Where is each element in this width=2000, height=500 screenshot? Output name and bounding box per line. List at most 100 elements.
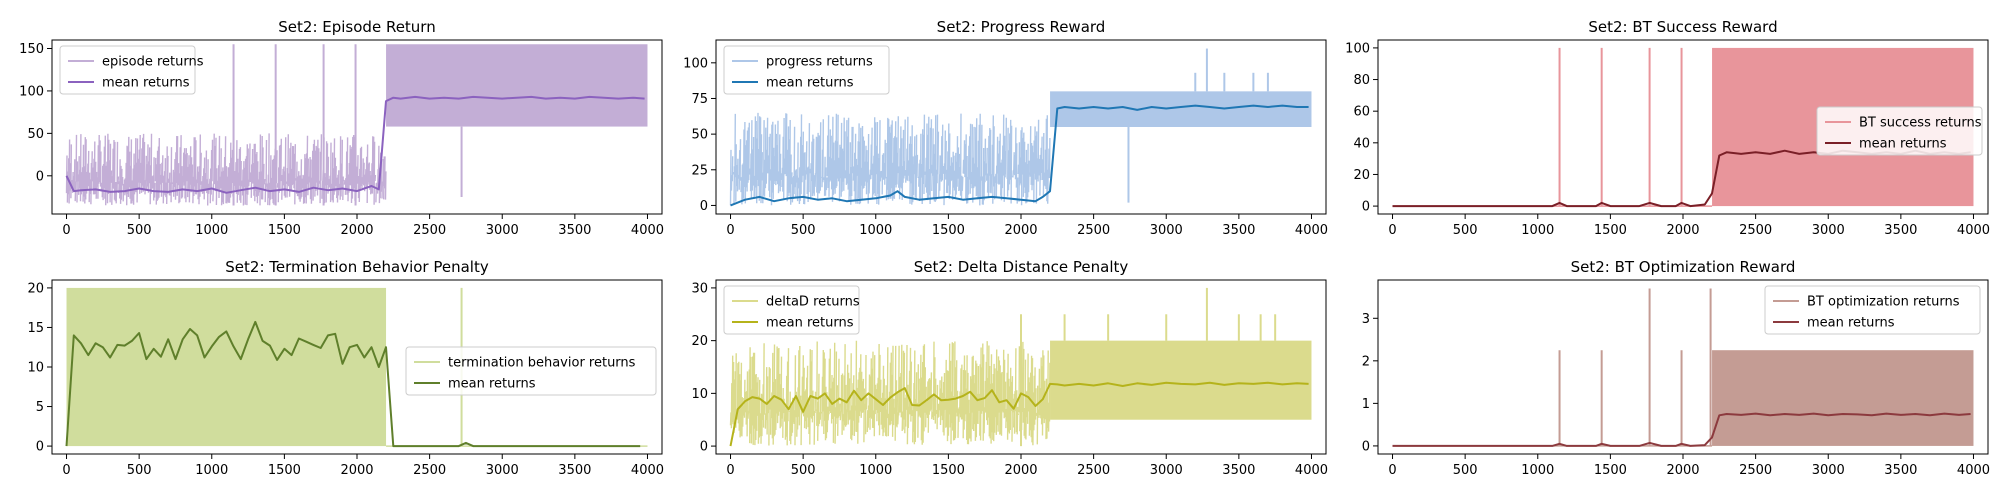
plot-area (729, 48, 1312, 207)
x-tick-label: 2500 (1739, 223, 1772, 238)
x-tick-label: 2000 (340, 463, 373, 478)
y-tick-label: 0 (1362, 200, 1370, 215)
x-tick-label: 1500 (1594, 223, 1627, 238)
y-tick-label: 60 (1353, 105, 1370, 120)
legend-label: mean returns (766, 76, 854, 91)
y-tick-label: 15 (27, 321, 44, 336)
x-tick-label: 2500 (1077, 223, 1110, 238)
legend-label: mean returns (102, 76, 190, 91)
y-tick-label: 0 (36, 440, 44, 455)
legend-label: episode returns (102, 55, 204, 70)
raw-band-post (386, 44, 648, 127)
y-tick-label: 0 (700, 199, 708, 214)
y-tick-label: 3 (1362, 312, 1370, 327)
x-tick-label: 3500 (1222, 463, 1255, 478)
raw-band-pre (66, 287, 387, 447)
x-tick-label: 0 (62, 223, 70, 238)
x-tick-label: 4000 (1957, 223, 1990, 238)
legend-box (1816, 106, 1983, 156)
plot-area (65, 44, 648, 206)
x-tick-label: 2500 (413, 463, 446, 478)
y-tick-label: 0 (36, 169, 44, 184)
subplot-title: Set2: Delta Distance Penalty (914, 258, 1129, 276)
y-tick-label: 150 (19, 42, 44, 57)
x-tick-label: 1000 (859, 223, 892, 238)
y-tick-label: 100 (683, 56, 708, 71)
x-tick-label: 0 (1388, 223, 1396, 238)
legend-label: mean returns (1807, 316, 1895, 331)
x-tick-label: 3000 (1150, 463, 1183, 478)
y-tick-label: 50 (691, 128, 708, 143)
y-tick-label: 1 (1362, 397, 1370, 412)
raw-series-pre (729, 340, 1051, 446)
x-tick-label: 1500 (932, 463, 965, 478)
raw-band-post (1050, 340, 1312, 420)
x-tick-label: 1500 (932, 223, 965, 238)
legend: BT success returns mean returns (1816, 106, 1983, 156)
x-tick-label: 0 (62, 463, 70, 478)
legend-label: progress returns (766, 55, 873, 70)
x-tick-label: 3000 (1812, 223, 1845, 238)
x-tick-label: 3500 (558, 463, 591, 478)
y-tick-label: 20 (27, 281, 44, 296)
legend-label: BT optimization returns (1807, 295, 1960, 310)
plot-area (729, 287, 1312, 447)
y-tick-label: 0 (1362, 439, 1370, 454)
mean-series-line (729, 381, 1309, 447)
x-tick-label: 3000 (1150, 223, 1183, 238)
x-tick-label: 1500 (268, 463, 301, 478)
y-tick-label: 10 (27, 361, 44, 376)
mean-series-line (65, 320, 641, 448)
x-tick-label: 3000 (1812, 463, 1845, 478)
x-tick-label: 500 (1453, 463, 1478, 478)
legend-label: mean returns (448, 377, 536, 392)
raw-series-pre (65, 133, 387, 206)
x-tick-label: 1000 (1521, 223, 1554, 238)
x-tick-label: 1000 (195, 463, 228, 478)
x-tick-label: 3000 (486, 223, 519, 238)
y-tick-label: 0 (700, 440, 708, 455)
subplot-5: Set2: Delta Distance Penalty 0 500 1000 1500… (691, 258, 1328, 478)
mean-series-line (730, 104, 1309, 207)
x-tick-label: 4000 (631, 463, 664, 478)
legend-label: deltaD returns (766, 295, 860, 310)
y-tick-label: 2 (1362, 354, 1370, 369)
y-tick-label: 80 (1353, 73, 1370, 88)
y-tick-label: 50 (27, 127, 44, 142)
subplot-title: Set2: Termination Behavior Penalty (225, 258, 489, 276)
x-tick-label: 1500 (1594, 463, 1627, 478)
y-tick-label: 20 (691, 334, 708, 349)
subplot-title: Set2: BT Optimization Reward (1571, 258, 1796, 276)
x-tick-label: 4000 (1295, 463, 1328, 478)
x-tick-label: 4000 (1957, 463, 1990, 478)
raw-band-post (1050, 91, 1312, 127)
x-tick-label: 3500 (1884, 463, 1917, 478)
y-tick-label: 40 (1353, 136, 1370, 151)
y-tick-label: 30 (691, 281, 708, 296)
x-tick-label: 500 (127, 223, 152, 238)
x-tick-label: 1000 (195, 223, 228, 238)
x-tick-label: 500 (127, 463, 152, 478)
subplot-title: Set2: BT Success Reward (1588, 18, 1777, 36)
mean-series-line (1392, 412, 1971, 447)
x-tick-label: 500 (1453, 223, 1478, 238)
legend-label: BT success returns (1859, 116, 1982, 131)
x-tick-label: 1000 (859, 463, 892, 478)
x-tick-label: 3000 (486, 463, 519, 478)
legend-box (405, 346, 657, 396)
subplot-4: Set2: Termination Behavior Penalty 0 500 10… (27, 258, 664, 478)
subplot-title: Set2: Progress Reward (937, 18, 1106, 36)
x-tick-label: 2500 (413, 223, 446, 238)
x-tick-label: 0 (726, 463, 734, 478)
raw-series-pre (729, 112, 1051, 206)
y-tick-label: 100 (1345, 41, 1370, 56)
x-tick-label: 4000 (631, 223, 664, 238)
x-tick-label: 2000 (1666, 463, 1699, 478)
legend-label: mean returns (766, 316, 854, 331)
y-tick-label: 75 (691, 92, 708, 107)
legend: progress returns mean returns (723, 45, 890, 95)
subplot-title: Set2: Episode Return (278, 18, 435, 36)
